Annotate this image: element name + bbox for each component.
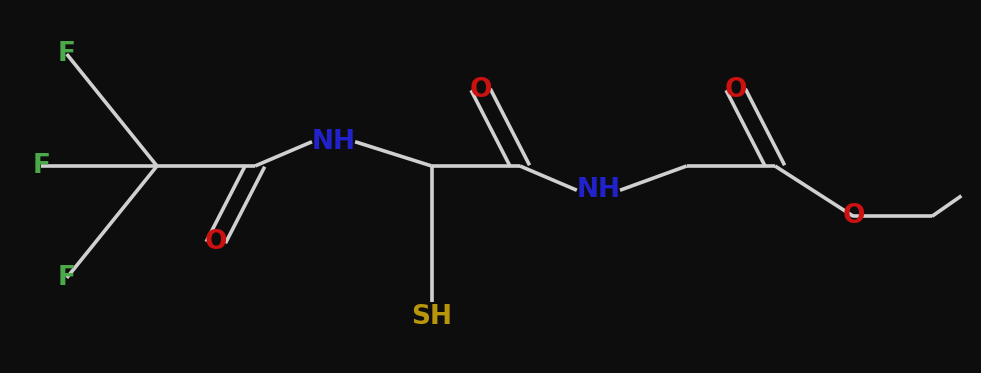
Text: F: F [58, 265, 76, 291]
Text: O: O [725, 76, 747, 103]
Text: NH: NH [577, 177, 620, 203]
Text: F: F [32, 153, 50, 179]
Text: F: F [58, 41, 76, 67]
Text: SH: SH [411, 304, 452, 330]
Text: O: O [843, 203, 864, 229]
Text: O: O [205, 229, 227, 256]
Text: O: O [470, 76, 491, 103]
Text: NH: NH [312, 129, 355, 155]
